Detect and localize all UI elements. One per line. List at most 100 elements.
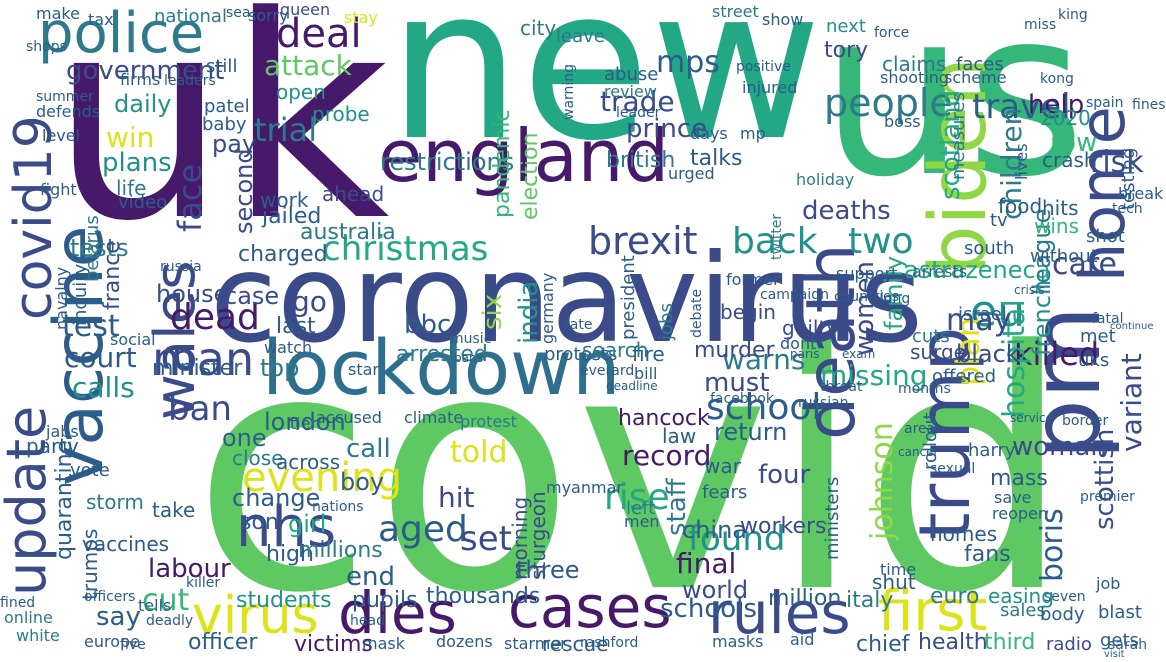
word-dead: dead <box>170 297 260 338</box>
word-campaign: debate <box>689 288 705 338</box>
word-row: row <box>1050 128 1098 158</box>
word-restrictions: restrictions <box>380 148 515 176</box>
word-gets: gets <box>1100 630 1139 651</box>
word-found: found <box>688 519 786 559</box>
word-pay: pay <box>212 130 257 158</box>
word-tech: tech <box>1112 201 1143 217</box>
word-kong: miss <box>1024 17 1057 33</box>
word-call: call <box>346 434 391 464</box>
word-king: king <box>1058 7 1088 23</box>
word-shut: shut <box>872 570 916 594</box>
word-hits: hits <box>1042 196 1079 220</box>
word-border: months <box>898 381 951 397</box>
word-students: students <box>236 588 332 613</box>
word-may: may <box>946 303 1012 338</box>
word-aged: aged <box>378 509 468 550</box>
word-christmas: christmas <box>322 229 489 269</box>
word-leaders: leaders <box>164 73 216 89</box>
word-bill: bill <box>634 364 658 383</box>
word-change: change <box>232 484 321 512</box>
word-ministers: ministers <box>822 476 843 560</box>
word-shot: shot <box>1086 226 1125 247</box>
word-mps: mps <box>656 45 720 80</box>
word-johnson: johnson <box>865 422 900 540</box>
word-jobs: jobs <box>656 303 677 340</box>
word-son: son <box>240 510 279 535</box>
word-vaccines: vaccines <box>82 532 170 556</box>
word-sexual: sexual <box>930 461 976 477</box>
word-election: election <box>518 132 543 220</box>
word-six: six <box>478 293 508 330</box>
word-trade: trade <box>600 85 675 118</box>
word-fans: fans <box>964 542 1011 567</box>
word-coronavirus: coronavirus <box>210 228 924 370</box>
word-deaths: deaths <box>802 196 891 226</box>
word-wins: wins <box>1034 214 1080 238</box>
word-protests: protests <box>544 344 618 365</box>
word-guilty: guilty <box>782 316 839 340</box>
word-make: make <box>36 4 80 23</box>
word-killed: killed <box>1014 335 1100 373</box>
word-fined: killer <box>186 575 221 591</box>
word-prince: prince <box>626 114 708 144</box>
word-deadline: visit <box>1104 649 1125 660</box>
word-positive: positive <box>736 59 791 75</box>
word-win: win <box>106 121 155 154</box>
word-victims: victims <box>294 632 373 657</box>
word-men: men <box>624 512 660 531</box>
word-pupils: pupils <box>352 588 418 613</box>
word-head: starmer <box>504 634 567 653</box>
word-easing: easing <box>988 584 1054 608</box>
word-work: work <box>260 188 309 212</box>
word-boy: boy <box>340 468 385 496</box>
word-charged: charged <box>238 242 328 267</box>
word-belarus: belarus <box>82 215 103 282</box>
word-million: million <box>768 586 842 611</box>
word-germany: germany <box>538 272 557 344</box>
word-court: court <box>64 341 137 374</box>
word-trial: trial <box>254 111 318 149</box>
word-black: black <box>956 340 1020 368</box>
word-summer: summer <box>36 89 94 105</box>
word-climate: climate <box>404 408 464 427</box>
word-starmer: masks <box>712 632 764 651</box>
word-virus: virus <box>192 586 319 646</box>
word-life: life <box>116 176 147 200</box>
word-ahead: ahead <box>322 182 385 206</box>
word-harry: harry <box>968 440 1016 461</box>
word-aid: rescue <box>542 632 609 656</box>
word-time: time <box>880 560 917 579</box>
word-vote: vote <box>70 460 110 481</box>
word-myanmar: myanmar <box>546 478 623 497</box>
word-navalny: navalny <box>52 266 71 330</box>
word-say: say <box>96 602 141 632</box>
word-house: house <box>156 280 229 308</box>
word-school: school <box>706 387 822 428</box>
word-missing: missing <box>820 359 928 392</box>
word-bans: sarah <box>1108 637 1148 653</box>
word-cut: cut <box>142 583 190 618</box>
word-left: left <box>626 498 656 519</box>
word-four: four <box>758 460 811 490</box>
word-search: search <box>582 338 649 362</box>
word-tests: tests <box>70 234 129 262</box>
word-new: new <box>388 0 823 187</box>
word-australia: australia <box>300 220 396 245</box>
word-break: break <box>1118 184 1164 203</box>
word-health: health <box>918 630 988 655</box>
word-watch: watch <box>264 338 313 357</box>
word-accused: accused <box>316 408 382 427</box>
word-lives: lives <box>1012 143 1031 180</box>
word-deadly: rashford <box>580 635 639 651</box>
word-body: body <box>1040 604 1085 625</box>
word-cuts: cuts <box>912 326 950 347</box>
word-law: law <box>662 424 697 448</box>
word-police: police <box>38 1 205 66</box>
word-europe: head <box>350 613 385 629</box>
word-millions: millions <box>298 538 383 563</box>
word-revealed: continue <box>1110 321 1154 332</box>
word-still: still <box>206 56 238 77</box>
word-thousands: thousands <box>426 584 541 609</box>
word-homes: homes <box>930 522 998 546</box>
